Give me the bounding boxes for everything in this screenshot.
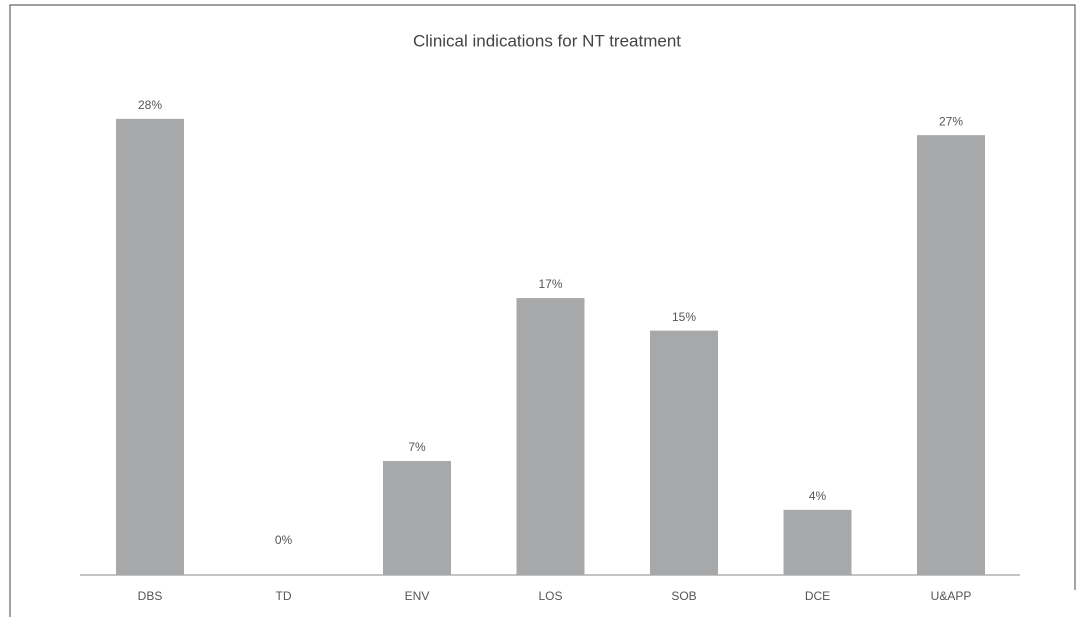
x-tick-label: U&APP	[931, 589, 972, 603]
x-tick-label: SOB	[671, 589, 696, 603]
x-tick-label: TD	[276, 589, 292, 603]
bar	[383, 460, 451, 575]
chart-title: Clinical indications for NT treatment	[413, 31, 681, 50]
value-label: 27%	[939, 114, 963, 128]
bar	[116, 118, 184, 575]
bar	[917, 135, 985, 576]
frame	[9, 4, 1076, 617]
bar	[783, 509, 852, 575]
value-label: 4%	[809, 489, 827, 503]
bar	[516, 298, 585, 575]
x-tick-label: DCE	[805, 589, 830, 603]
value-label: 7%	[408, 440, 426, 454]
value-label: 15%	[672, 310, 696, 324]
value-label: 17%	[538, 277, 562, 291]
x-tick-label: DBS	[138, 589, 163, 603]
value-label: 0%	[275, 533, 293, 547]
value-label: 28%	[138, 98, 162, 112]
x-tick-label: LOS	[538, 589, 562, 603]
bar	[650, 330, 718, 575]
x-tick-label: ENV	[405, 589, 430, 603]
